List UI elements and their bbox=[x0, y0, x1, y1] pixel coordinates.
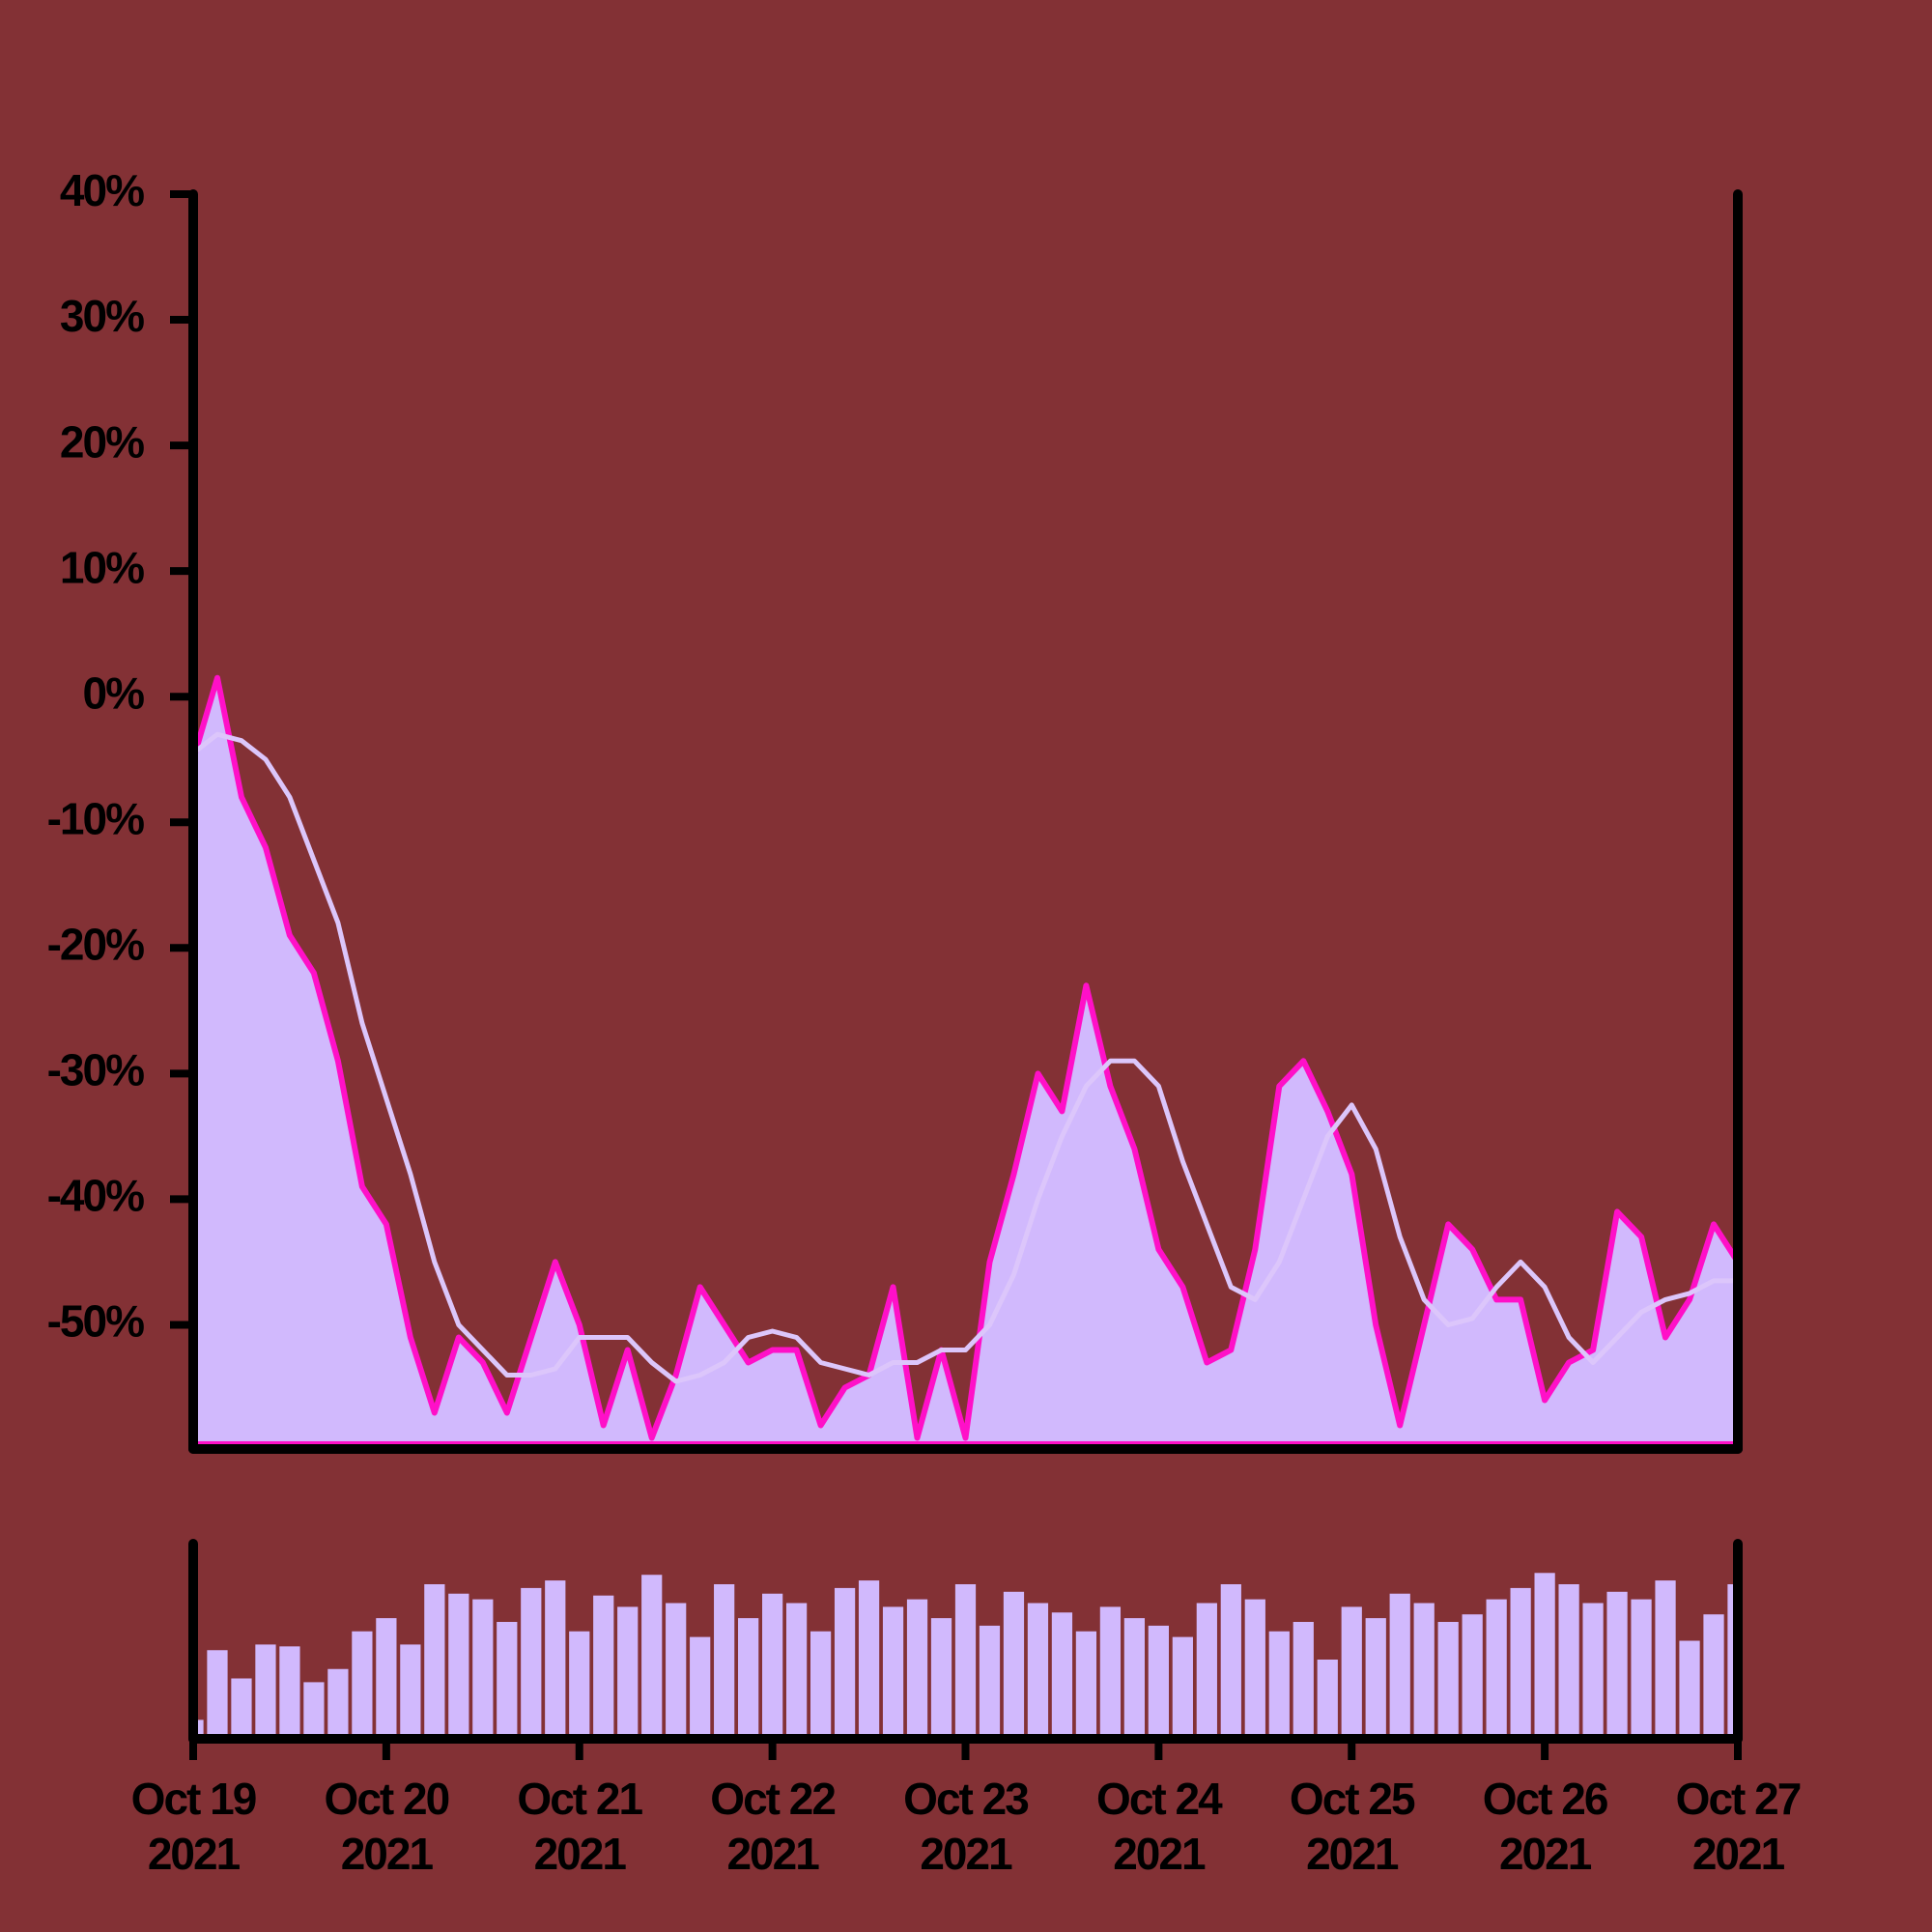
volume-bar bbox=[1341, 1606, 1362, 1735]
volume-bar bbox=[1727, 1584, 1738, 1735]
x-tick-label: 2021 bbox=[1692, 1829, 1785, 1879]
volume-bar bbox=[1075, 1631, 1097, 1735]
x-tick-label: Oct 25 bbox=[1290, 1774, 1415, 1824]
volume-bar bbox=[376, 1618, 397, 1735]
volume-bar bbox=[593, 1595, 614, 1735]
volume-bar bbox=[1268, 1631, 1290, 1735]
volume-bar bbox=[400, 1644, 421, 1735]
volume-bar bbox=[1486, 1599, 1507, 1735]
x-tick-label: 2021 bbox=[341, 1829, 434, 1879]
volume-bar bbox=[1606, 1591, 1628, 1735]
x-tick-label: 2021 bbox=[726, 1829, 819, 1879]
volume-bar bbox=[906, 1599, 928, 1735]
volume-bar bbox=[641, 1575, 663, 1735]
volume-bar bbox=[1172, 1636, 1193, 1735]
volume-bar bbox=[785, 1603, 808, 1735]
volume-bar bbox=[193, 1719, 204, 1735]
moving-average-line bbox=[191, 731, 1738, 1384]
x-tick-label: Oct 24 bbox=[1096, 1774, 1223, 1824]
volume-bar bbox=[424, 1584, 445, 1735]
volume-bar bbox=[617, 1606, 639, 1735]
volume-bar bbox=[497, 1622, 518, 1735]
volume-bar bbox=[1293, 1622, 1314, 1735]
axes bbox=[188, 189, 1743, 1744]
labels: 40% 30% 20% 10% 0% -10% -20% -30% -40% -50% Oct 19… bbox=[47, 165, 1803, 1879]
volume-bar bbox=[714, 1584, 735, 1735]
x-tick-label: Oct 27 bbox=[1676, 1774, 1801, 1824]
y-tick-label: 40% bbox=[60, 165, 144, 215]
volume-bar bbox=[279, 1646, 300, 1735]
x-tick-label: Oct 23 bbox=[903, 1774, 1028, 1824]
volume-bar bbox=[1196, 1603, 1217, 1735]
volume-bar bbox=[303, 1682, 325, 1735]
volume-bar bbox=[1123, 1618, 1146, 1735]
volume-bar bbox=[1462, 1614, 1483, 1735]
y-tick-label: -10% bbox=[47, 793, 144, 843]
volume-bar bbox=[1655, 1580, 1676, 1735]
volume-bar bbox=[472, 1599, 494, 1735]
volume-bar bbox=[738, 1618, 759, 1735]
volume-bar bbox=[1679, 1640, 1700, 1735]
volume-bar bbox=[1413, 1603, 1435, 1735]
plot-area bbox=[170, 190, 1742, 1760]
volume-bar bbox=[1437, 1622, 1459, 1735]
price-area bbox=[190, 674, 1741, 1447]
volume-bar bbox=[1534, 1573, 1555, 1735]
y-tick-label: 10% bbox=[60, 542, 144, 592]
volume-bar bbox=[1027, 1603, 1049, 1735]
volume-bar bbox=[448, 1593, 469, 1735]
volume-bar bbox=[979, 1625, 1001, 1735]
volume-bar bbox=[930, 1618, 952, 1735]
x-tick-label: Oct 26 bbox=[1483, 1774, 1607, 1824]
volume-bar bbox=[1631, 1599, 1652, 1735]
y-tick-label: -40% bbox=[47, 1171, 144, 1221]
volume-bar bbox=[1099, 1606, 1122, 1735]
volume-bar bbox=[1317, 1660, 1338, 1735]
volume-bar bbox=[1003, 1591, 1025, 1735]
volume-bar bbox=[1389, 1593, 1410, 1735]
y-tick-label: -50% bbox=[47, 1296, 144, 1347]
volume-bar bbox=[327, 1668, 349, 1735]
volume-bar bbox=[1582, 1603, 1604, 1735]
x-tick-label: Oct 21 bbox=[517, 1774, 642, 1824]
volume-bar bbox=[255, 1644, 276, 1735]
volume-bar bbox=[521, 1587, 542, 1735]
x-tick-label: 2021 bbox=[920, 1829, 1012, 1879]
volume-bar bbox=[1148, 1625, 1169, 1735]
y-tick-label: -20% bbox=[47, 919, 144, 969]
volume-bar bbox=[666, 1603, 687, 1735]
volume-bar bbox=[207, 1650, 228, 1735]
y-tick-label: -30% bbox=[47, 1045, 144, 1095]
volume-bar bbox=[882, 1606, 904, 1735]
y-tick-label: 30% bbox=[60, 291, 144, 341]
volume-bar bbox=[1558, 1584, 1579, 1735]
volume-bar bbox=[1051, 1612, 1073, 1735]
volume-bar bbox=[1510, 1587, 1531, 1735]
volume-bar bbox=[762, 1593, 783, 1735]
volume-bar bbox=[569, 1631, 590, 1735]
volume-bar bbox=[954, 1584, 977, 1735]
x-tick-label: 2021 bbox=[534, 1829, 627, 1879]
volume-bar bbox=[352, 1631, 373, 1735]
volume-bar bbox=[858, 1580, 880, 1735]
volume-bar bbox=[1703, 1614, 1724, 1735]
x-tick-label: 2021 bbox=[1306, 1829, 1399, 1879]
x-tick-label: 2021 bbox=[1499, 1829, 1592, 1879]
x-tick-label: Oct 22 bbox=[710, 1774, 835, 1824]
volume-bar bbox=[834, 1587, 856, 1735]
y-tick-label: 20% bbox=[60, 416, 144, 467]
volume-bar bbox=[1365, 1618, 1386, 1735]
y-tick-label: 0% bbox=[83, 668, 145, 718]
volume-bar bbox=[810, 1631, 832, 1735]
volume-bar bbox=[1220, 1584, 1241, 1735]
x-tick-label: 2021 bbox=[148, 1829, 241, 1879]
volume-bar bbox=[690, 1636, 711, 1735]
x-tick-label: Oct 20 bbox=[325, 1774, 449, 1824]
volume-bar bbox=[231, 1678, 252, 1735]
x-tick-label: 2021 bbox=[1113, 1829, 1206, 1879]
volume-bar bbox=[1244, 1599, 1265, 1735]
volume-bar bbox=[545, 1580, 566, 1735]
x-tick-label: Oct 19 bbox=[131, 1774, 256, 1824]
